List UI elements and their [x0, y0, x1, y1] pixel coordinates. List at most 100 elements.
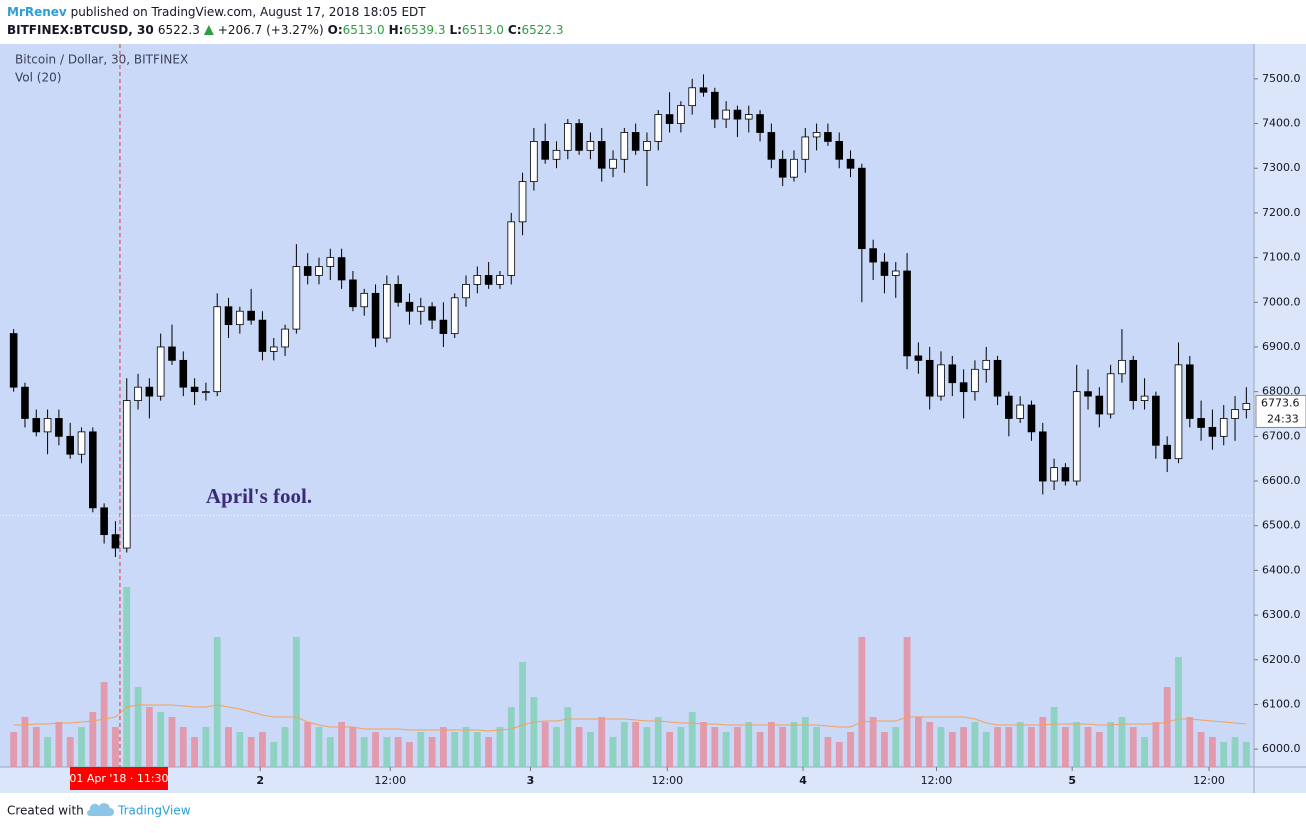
candle-body: [518, 181, 527, 223]
candle-body: [1027, 404, 1036, 433]
volume-bar: [191, 737, 198, 767]
volume-bar: [620, 722, 628, 767]
y-tick-label: 7500.0: [1262, 72, 1301, 85]
last-price-box: [1255, 394, 1306, 428]
candle-body: [326, 257, 335, 267]
author[interactable]: MrRenev: [7, 5, 67, 19]
footer-brand[interactable]: TradingView: [117, 804, 191, 818]
candle-body: [1106, 373, 1115, 415]
candle-body: [711, 91, 719, 120]
published: published on TradingView.com, August 17,…: [71, 5, 427, 19]
volume-bar: [338, 722, 346, 767]
volume-bar: [292, 637, 300, 767]
crosshair-time-label: 01 Apr '18 · 11:30: [69, 772, 168, 785]
volume-bar: [643, 727, 651, 767]
candle-body: [89, 431, 97, 509]
candle-body: [824, 132, 832, 142]
candle-body: [778, 158, 787, 178]
volume-bar: [892, 727, 900, 767]
volume-bar: [666, 732, 673, 767]
candle-body: [111, 534, 120, 549]
annotation: April's fool.: [206, 484, 312, 508]
candle-body: [315, 266, 323, 276]
volume-bar: [168, 717, 176, 767]
volume-bar: [1062, 727, 1069, 767]
candle-body: [303, 266, 312, 276]
y-tick-label: 6600.0: [1262, 474, 1301, 487]
y-tick-label: 6400.0: [1262, 563, 1301, 576]
volume-bar: [519, 662, 526, 767]
candle-body: [462, 284, 470, 299]
candle-body: [1016, 404, 1024, 419]
candle-body: [858, 167, 866, 250]
candle-body: [77, 431, 86, 455]
candle-body: [383, 284, 391, 339]
y-tick-label: 6000.0: [1262, 742, 1301, 755]
volume-bar: [1028, 727, 1035, 767]
x-tick-label: 2: [256, 774, 264, 787]
candle-body: [168, 346, 176, 361]
volume-bar: [553, 727, 560, 767]
candle-body: [733, 109, 742, 120]
y-tick-label: 7200.0: [1262, 206, 1301, 219]
candle-body: [55, 418, 63, 437]
volume-bar: [654, 717, 662, 767]
volume-bar: [1073, 722, 1081, 767]
volume-bar: [1084, 727, 1092, 767]
volume-bar: [440, 727, 447, 767]
volume-bar: [575, 727, 583, 767]
volume-bar: [914, 717, 922, 767]
candle-body: [552, 149, 561, 160]
volume-bar: [847, 732, 854, 767]
footer-text: Created with: [7, 804, 84, 818]
candle-body: [620, 132, 629, 160]
candle-body: [959, 382, 968, 393]
volume-bar: [564, 707, 572, 767]
candle-body: [1163, 444, 1171, 460]
volume-bar: [609, 737, 617, 767]
candle-body: [1174, 364, 1183, 460]
candle-body: [722, 109, 730, 120]
volume-bar: [937, 727, 945, 767]
candle-body: [948, 364, 957, 384]
volume-bar: [202, 727, 210, 767]
x-tick-label: 3: [527, 774, 535, 787]
y-tick-label: 6200.0: [1262, 653, 1301, 666]
candle-body: [122, 400, 131, 549]
candle-body: [1072, 391, 1081, 482]
volume-bar: [960, 727, 968, 767]
candle-body: [801, 136, 810, 160]
volume-bar: [1152, 722, 1160, 767]
candle-body: [1038, 431, 1047, 482]
candle-body: [100, 507, 108, 536]
x-tick-label: 12:00: [374, 774, 406, 787]
header-line-1: MrRenev published on TradingView.com, Au…: [7, 5, 426, 19]
candle-body: [597, 141, 606, 169]
volume-bar: [1220, 742, 1228, 767]
volume-bar: [1163, 687, 1171, 767]
x-tick-label: 12:00: [921, 774, 953, 787]
y-tick-label: 7400.0: [1262, 117, 1301, 130]
candle-body: [982, 359, 991, 370]
last-price-label: 6773.6: [1261, 396, 1300, 409]
candle-body: [812, 132, 821, 138]
x-tick-label: 12:00: [1193, 774, 1225, 787]
tradingview-logo[interactable]: [87, 803, 114, 816]
candle-body: [371, 292, 380, 339]
candle-body: [609, 158, 617, 169]
candle-body: [903, 270, 911, 357]
ohlc-value: 6513.0: [343, 23, 385, 37]
volume-bar: [858, 637, 866, 767]
candle-body: [202, 391, 210, 394]
volume-bar: [779, 727, 787, 767]
volume-bar: [1095, 732, 1103, 767]
candle-body: [1129, 359, 1138, 401]
ohlc-value: 6522.3: [522, 23, 564, 37]
volume-bar: [790, 722, 798, 767]
candle-body: [416, 306, 425, 312]
candle-body: [360, 292, 369, 308]
candle-body: [937, 364, 945, 397]
volume-bar: [304, 722, 312, 767]
candle-body: [450, 297, 459, 334]
